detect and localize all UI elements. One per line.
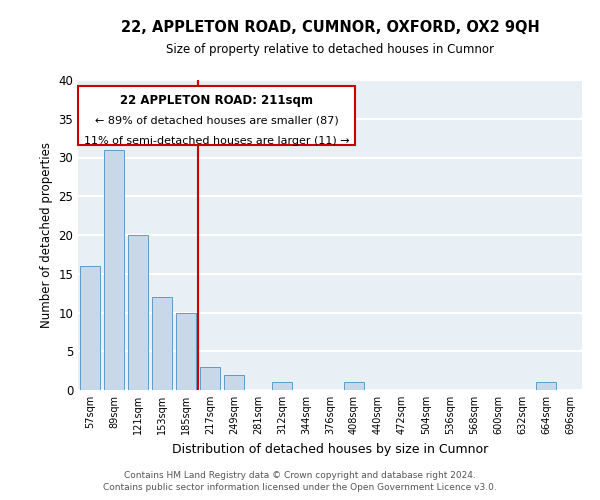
Bar — [536, 382, 556, 390]
Text: 22, APPLETON ROAD, CUMNOR, OXFORD, OX2 9QH: 22, APPLETON ROAD, CUMNOR, OXFORD, OX2 9… — [121, 20, 539, 35]
Bar — [200, 367, 220, 390]
X-axis label: Distribution of detached houses by size in Cumnor: Distribution of detached houses by size … — [172, 442, 488, 456]
Bar — [176, 312, 196, 390]
Bar — [224, 374, 244, 390]
Bar — [80, 266, 100, 390]
Bar — [272, 382, 292, 390]
Y-axis label: Number of detached properties: Number of detached properties — [40, 142, 53, 328]
Text: 22 APPLETON ROAD: 211sqm: 22 APPLETON ROAD: 211sqm — [120, 94, 313, 107]
Text: Contains HM Land Registry data © Crown copyright and database right 2024.: Contains HM Land Registry data © Crown c… — [124, 471, 476, 480]
Text: ← 89% of detached houses are smaller (87): ← 89% of detached houses are smaller (87… — [95, 116, 338, 126]
Bar — [128, 235, 148, 390]
Bar — [152, 297, 172, 390]
Text: Size of property relative to detached houses in Cumnor: Size of property relative to detached ho… — [166, 42, 494, 56]
Bar — [104, 150, 124, 390]
Text: Contains public sector information licensed under the Open Government Licence v3: Contains public sector information licen… — [103, 484, 497, 492]
Text: 11% of semi-detached houses are larger (11) →: 11% of semi-detached houses are larger (… — [84, 136, 349, 146]
Bar — [344, 382, 364, 390]
FancyBboxPatch shape — [78, 86, 355, 145]
